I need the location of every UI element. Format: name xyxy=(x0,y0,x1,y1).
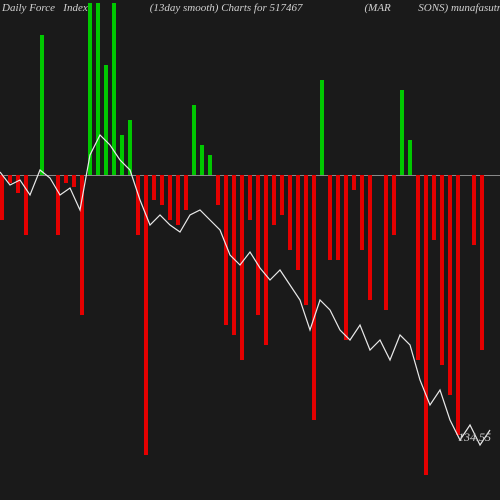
bar-down xyxy=(176,175,180,225)
chart-container: Daily Force Index (13day smooth) Charts … xyxy=(0,0,500,500)
bar-down xyxy=(24,175,28,235)
bar-down xyxy=(136,175,140,235)
bars-layer xyxy=(0,0,500,500)
bar-down xyxy=(328,175,332,260)
bar-up xyxy=(96,3,100,175)
bar-down xyxy=(280,175,284,215)
bar-down xyxy=(160,175,164,205)
chart-header: Daily Force Index (13day smooth) Charts … xyxy=(0,2,500,14)
header-title-3: (MAR SONS) munafasutra.in xyxy=(365,2,500,14)
bar-up xyxy=(208,155,212,175)
final-value-label: 134.55 xyxy=(458,430,491,445)
bar-down xyxy=(64,175,68,183)
bar-up xyxy=(320,80,324,175)
bar-down xyxy=(336,175,340,260)
bar-down xyxy=(16,175,20,193)
bar-up xyxy=(120,135,124,175)
bar-down xyxy=(384,175,388,310)
header-title-1: Daily Force Index xyxy=(2,2,88,14)
bar-down xyxy=(216,175,220,205)
bar-down xyxy=(440,175,444,365)
bar-down xyxy=(288,175,292,250)
bar-down xyxy=(232,175,236,335)
bar-up xyxy=(128,120,132,175)
bar-down xyxy=(456,175,460,435)
bar-down xyxy=(432,175,436,240)
bar-down xyxy=(344,175,348,340)
bar-down xyxy=(248,175,252,220)
bar-down xyxy=(392,175,396,235)
bar-down xyxy=(72,175,76,187)
bar-down xyxy=(264,175,268,345)
bar-up xyxy=(112,3,116,175)
bar-down xyxy=(480,175,484,350)
bar-up xyxy=(400,90,404,175)
bar-up xyxy=(192,105,196,175)
bar-up xyxy=(88,3,92,175)
bar-down xyxy=(168,175,172,220)
header-title-2: (13day smooth) Charts for 517467 xyxy=(150,2,303,14)
bar-down xyxy=(256,175,260,315)
bar-up xyxy=(200,145,204,175)
bar-down xyxy=(368,175,372,300)
bar-down xyxy=(224,175,228,325)
bar-up xyxy=(104,65,108,175)
bar-down xyxy=(80,175,84,315)
bar-up xyxy=(40,35,44,175)
bar-down xyxy=(152,175,156,200)
bar-down xyxy=(296,175,300,270)
bar-down xyxy=(352,175,356,190)
bar-down xyxy=(304,175,308,305)
bar-up xyxy=(408,140,412,175)
bar-down xyxy=(144,175,148,455)
bar-down xyxy=(312,175,316,420)
bar-down xyxy=(416,175,420,360)
bar-down xyxy=(184,175,188,210)
bar-down xyxy=(424,175,428,475)
bar-down xyxy=(240,175,244,360)
bar-down xyxy=(56,175,60,235)
bar-down xyxy=(448,175,452,395)
bar-down xyxy=(272,175,276,225)
bar-down xyxy=(472,175,476,245)
bar-down xyxy=(360,175,364,250)
bar-down xyxy=(0,175,4,220)
bar-down xyxy=(8,175,12,183)
